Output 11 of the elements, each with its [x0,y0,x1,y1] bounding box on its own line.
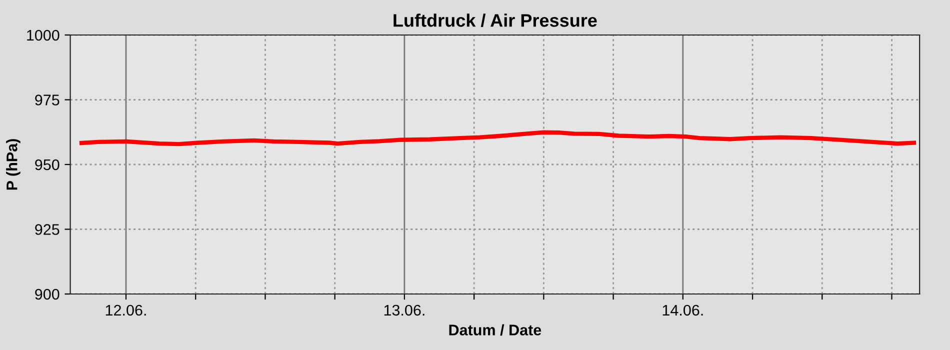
y-tick-label: 950 [35,159,60,170]
x-axis-title: Datum / Date [449,324,542,336]
x-tick-label: 12.06. [106,304,146,316]
chart-title: Luftdruck / Air Pressure [394,14,597,28]
y-axis-title: P (hPa) [6,139,20,190]
y-tick-label: 900 [35,288,60,300]
y-tick-label: 1000 [27,30,60,41]
x-tick-label: 13.06. [384,304,424,316]
x-tick-label: 14.06. [662,304,703,316]
y-tick-label: 975 [35,94,60,106]
y-tick-label: 925 [35,224,60,235]
